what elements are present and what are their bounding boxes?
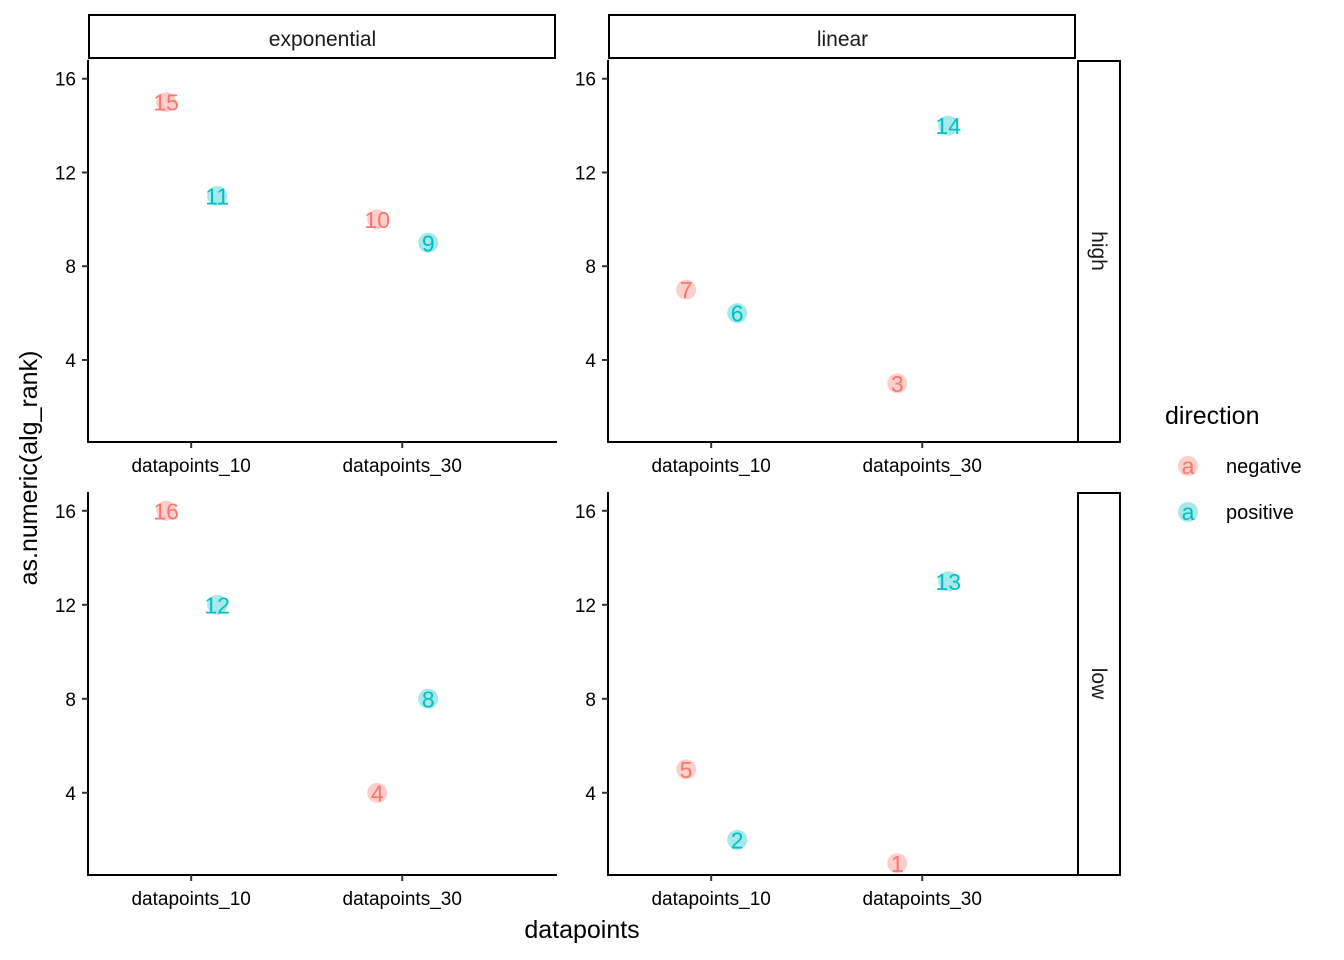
legend: direction a negative a positive (1165, 402, 1302, 525)
point-label-positive-12: 12 (204, 592, 230, 618)
point-positive-8 (418, 688, 439, 709)
point-label-positive-11: 11 (205, 183, 229, 209)
legend-item-negative: a negative (1178, 453, 1302, 479)
y-tick-label: 8 (585, 690, 596, 711)
point-positive-14 (938, 115, 959, 136)
legend-title: direction (1165, 402, 1260, 430)
point-negative-5 (676, 759, 697, 780)
y-tick-label: 8 (65, 257, 76, 278)
strip-exponential (88, 14, 556, 59)
y-axis-title: as.numeric(alg_rank) (15, 351, 43, 586)
point-positive-9 (418, 232, 439, 253)
point-positive-6 (727, 303, 748, 324)
legend-label-positive: positive (1226, 502, 1294, 524)
y-tick-label: 16 (55, 502, 76, 523)
y-tick-label: 12 (55, 163, 76, 184)
y-tick-label: 12 (575, 163, 596, 184)
legend-key-positive-glyph: a (1182, 499, 1195, 525)
y-tick-label: 4 (65, 351, 76, 372)
y-tick-label: 8 (65, 690, 76, 711)
strip-label-exponential: exponential (269, 28, 376, 51)
legend-key-negative-circle (1178, 456, 1198, 476)
point-negative-10 (367, 209, 388, 230)
point-label-positive-13: 13 (935, 569, 961, 595)
point-label-positive-2: 2 (731, 827, 744, 853)
point-label-positive-6: 6 (731, 301, 744, 327)
point-label-positive-14: 14 (935, 113, 961, 139)
y-tick-label: 4 (585, 351, 596, 372)
point-negative-16 (156, 500, 177, 521)
point-label-positive-8: 8 (422, 686, 435, 712)
point-label-negative-10: 10 (364, 207, 390, 233)
x-tick-label: datapoints_10 (131, 456, 250, 477)
x-tick-label: datapoints_30 (343, 889, 462, 910)
strip-low (1077, 492, 1121, 876)
strip-label-low: low (1087, 668, 1110, 700)
point-label-negative-4: 4 (371, 780, 384, 806)
point-label-positive-9: 9 (422, 230, 435, 256)
point-positive-13 (938, 571, 959, 592)
strip-high (1077, 60, 1121, 443)
point-positive-2 (727, 829, 748, 850)
legend-item-positive: a positive (1178, 499, 1294, 525)
y-tick-label: 8 (585, 257, 596, 278)
point-label-negative-15: 15 (153, 90, 179, 116)
legend-key-negative-glyph: a (1182, 453, 1195, 479)
y-tick-label: 16 (575, 502, 596, 523)
legend-label-negative: negative (1226, 456, 1302, 478)
point-negative-4 (367, 782, 388, 803)
x-tick-label: datapoints_10 (131, 889, 250, 910)
x-axis-title: datapoints (524, 916, 639, 944)
strip-linear (608, 14, 1076, 59)
panel-linear-high: 4 8 12 16 datapoints_10 datapoints_30 (575, 60, 1077, 477)
point-negative-3 (887, 373, 908, 394)
panel-exponential-high: 4 8 12 16 datapoints_10 datapoints_30 (55, 60, 557, 477)
x-tick-label: datapoints_30 (343, 456, 462, 477)
point-positive-12 (207, 594, 228, 615)
point-label-negative-16: 16 (153, 498, 179, 524)
x-tick-label: datapoints_30 (863, 456, 982, 477)
y-tick-label: 4 (65, 784, 76, 805)
x-tick-label: datapoints_10 (651, 889, 770, 910)
point-label-negative-1: 1 (891, 851, 904, 877)
y-tick-label: 16 (55, 70, 76, 91)
x-tick-label: datapoints_10 (651, 456, 770, 477)
strip-label-high: high (1087, 231, 1110, 271)
panel-exponential-low: 4 8 12 16 datapoints_10 datapoints_30 (55, 492, 557, 910)
point-label-negative-3: 3 (891, 371, 904, 397)
point-label-negative-7: 7 (680, 277, 693, 303)
y-tick-label: 4 (585, 784, 596, 805)
point-negative-7 (676, 279, 697, 300)
y-tick-label: 12 (575, 596, 596, 617)
point-negative-1 (887, 853, 908, 874)
x-tick-label: datapoints_30 (863, 889, 982, 910)
strip-label-linear: linear (817, 28, 868, 51)
point-negative-15 (156, 92, 177, 113)
y-tick-label: 16 (575, 70, 596, 91)
point-label-negative-5: 5 (680, 757, 693, 783)
point-positive-11 (207, 185, 228, 206)
legend-key-positive-circle (1178, 502, 1198, 522)
facet-panels: exponential linearhighlow481216datapoints… (55, 14, 1121, 910)
y-tick-label: 12 (55, 596, 76, 617)
